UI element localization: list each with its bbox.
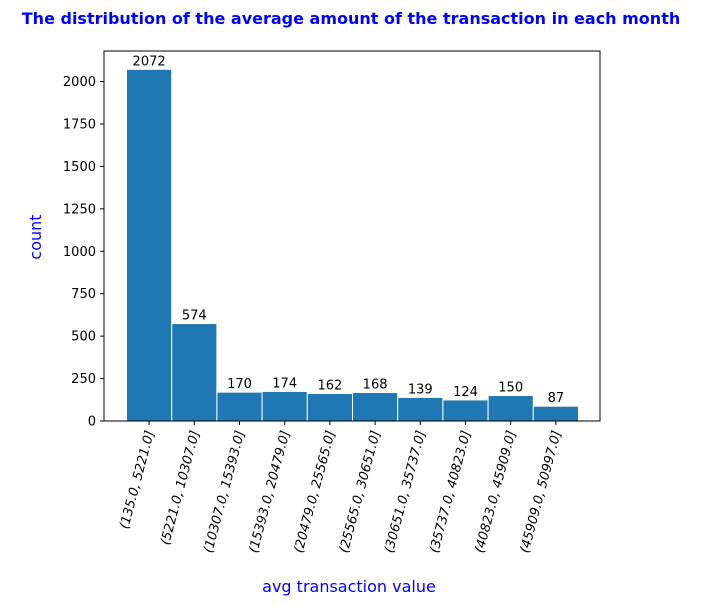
bar-value-label: 124: [453, 385, 478, 400]
x-tick-label: (25565.0, 30651.0]: [337, 429, 384, 555]
chart-title: The distribution of the average amount o…: [22, 9, 680, 28]
y-tick-label: 750: [71, 287, 96, 302]
x-tick-label: (35737.0, 40823.0]: [427, 429, 474, 555]
bar-value-label: 170: [227, 377, 252, 392]
y-tick-label: 2000: [63, 75, 96, 90]
x-axis: (135.0, 5221.0] (5221.0, 10307.0](10307.0…: [117, 421, 565, 555]
bar: [532, 405, 579, 422]
bar: [397, 396, 444, 422]
bar-labels-group: 2072 574 170 174 162 168 139 124 150 87: [133, 54, 565, 406]
bar: [352, 391, 399, 422]
y-tick-label: 1750: [63, 117, 96, 132]
x-tick-label: (20479.0, 25565.0]: [292, 429, 339, 555]
x-tick-label: (30651.0, 35737.0]: [382, 429, 429, 555]
x-tick-label: (5221.0, 10307.0]: [158, 429, 203, 547]
y-tick-label: 500: [71, 330, 96, 345]
bars-group: [126, 68, 579, 422]
x-tick-label: (135.0, 5221.0]: [117, 429, 158, 531]
bar: [306, 393, 353, 422]
bar-value-label: 574: [182, 309, 207, 324]
y-axis-label: count: [26, 214, 45, 259]
y-tick-label: 250: [71, 372, 96, 387]
x-axis-label: avg transaction value: [262, 577, 436, 596]
plot-frame: [103, 50, 601, 422]
bar: [171, 323, 218, 422]
bar: [442, 399, 489, 422]
bar-value-label: 162: [317, 379, 342, 394]
y-tick-label: 1500: [63, 160, 96, 175]
x-tick-label: (10307.0, 15393.0]: [201, 429, 248, 555]
bar: [126, 68, 173, 422]
bar-value-label: 87: [548, 391, 565, 406]
bar-value-label: 168: [363, 377, 388, 392]
x-tick-label: (40823.0, 45909.0]: [472, 429, 519, 555]
bar-value-label: 174: [272, 376, 297, 391]
bar-value-label: 139: [408, 382, 433, 397]
bar: [487, 395, 534, 422]
bar: [261, 390, 308, 422]
y-tick-label: 1250: [63, 202, 96, 217]
bar-value-label: 2072: [133, 54, 166, 69]
y-axis: 0 250 500 750 1000 1250 1500 1750 2000: [63, 75, 104, 430]
bar-value-label: 150: [498, 381, 523, 396]
bar: [216, 391, 263, 422]
y-tick-label: 1000: [63, 245, 96, 260]
x-tick-label: (15393.0, 20479.0]: [246, 429, 293, 555]
x-tick-label: (45909.0, 50997.0]: [518, 429, 565, 555]
y-tick-label: 0: [88, 415, 96, 430]
